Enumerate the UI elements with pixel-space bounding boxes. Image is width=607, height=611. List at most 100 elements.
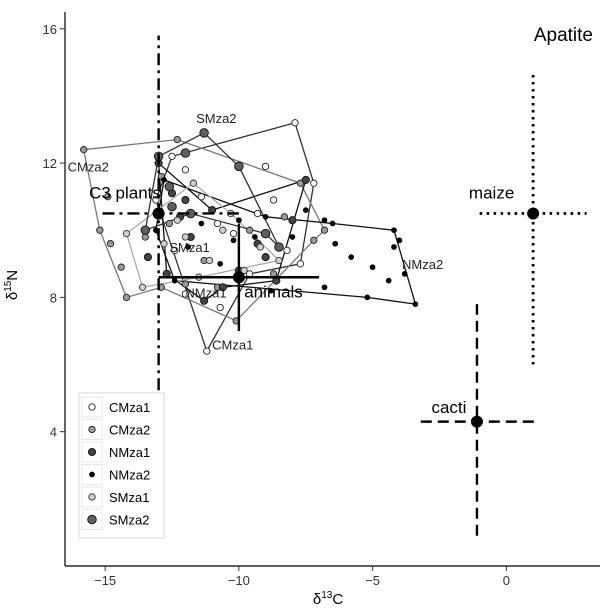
point-NMza2: [171, 277, 178, 284]
point-CMza1: [171, 246, 179, 255]
point-CMza2: [104, 193, 112, 201]
legend-label-SMza2: SMza2: [109, 513, 149, 528]
group-label-CMza2: CMza2: [68, 159, 109, 174]
source-mean-C3 plants: [152, 207, 165, 220]
point-CMza1: [213, 219, 222, 228]
point-NMza2: [329, 220, 336, 227]
y-tick-label: 16: [43, 22, 57, 37]
point-NMza2: [332, 240, 339, 247]
legend-key-CMza1: [88, 403, 96, 411]
legend-label-NMza1: NMza1: [109, 445, 150, 460]
legend-label-CMza1: CMza1: [109, 400, 150, 415]
point-NMza2: [412, 301, 419, 307]
group-labels: CMza2 SMza2 SMza1 NMza1 NMza2 CMza1: [68, 111, 444, 353]
legend-key-NMza1: [87, 447, 97, 457]
point-CMza1: [229, 229, 238, 238]
data-points: [80, 119, 419, 355]
source-label-cacti: cacti: [431, 398, 466, 417]
legend-label-SMza1: SMza1: [109, 490, 149, 505]
point-CMza2: [165, 219, 173, 228]
point-CMza2: [280, 213, 289, 221]
point-CMza1: [181, 166, 190, 174]
point-NMza1: [288, 216, 297, 225]
group-label-NMza2: NMza2: [402, 257, 443, 272]
y-tick-label: 12: [43, 156, 57, 171]
point-SMza2: [260, 228, 271, 239]
x-tick-label: −15: [94, 573, 116, 588]
point-NMza2: [348, 254, 355, 260]
group-label-SMza1: SMza1: [169, 240, 209, 255]
y-tick-label: 4: [50, 425, 57, 440]
x-tick-label: −10: [228, 573, 250, 588]
point-CMza2: [181, 280, 190, 288]
point-NMza2: [217, 260, 224, 267]
point-SMza1: [189, 179, 198, 187]
source-label-C3 plants: C3 plants: [89, 183, 161, 202]
point-NMza2: [385, 277, 392, 284]
point-NMza2: [369, 264, 376, 271]
point-NMza1: [143, 253, 152, 262]
point-NMza1: [200, 296, 209, 305]
point-NMza2: [391, 244, 397, 250]
point-NMza2: [268, 287, 274, 294]
legend-key-SMza1: [88, 493, 96, 501]
point-SMza2: [274, 242, 284, 252]
point-CMza2: [117, 263, 125, 271]
point-NMza1: [181, 195, 190, 205]
x-tick-label: −5: [365, 573, 380, 588]
group-label-CMza1: CMza1: [212, 337, 253, 352]
point-CMza2: [96, 226, 104, 234]
point-CMza2: [173, 135, 181, 144]
point-SMza2: [199, 128, 209, 138]
point-CMza1: [261, 162, 270, 171]
point-NMza2: [401, 271, 408, 277]
point-SMza1: [181, 233, 190, 241]
point-SMza1: [160, 240, 168, 248]
point-CMza1: [291, 119, 299, 127]
legend: CMza1 CMza2 NMza1 NMza2 SMza1 SMza2: [78, 392, 165, 539]
point-NMza2: [321, 217, 328, 224]
point-NMza2: [391, 227, 397, 234]
point-NMza2: [161, 177, 167, 183]
source-crosshairs: C3 plants maize animals cacti: [89, 35, 587, 536]
source-mean-cacti: [470, 415, 483, 428]
x-axis-title: δ13C: [313, 590, 343, 608]
point-CMza2: [122, 293, 131, 302]
hull-SMza2: [144, 132, 280, 248]
point-CMza1: [168, 152, 176, 161]
point-NMza2: [198, 220, 205, 227]
y-axis-title: δ15N: [3, 270, 21, 300]
point-CMza2: [106, 240, 115, 248]
point-SMza1: [256, 243, 264, 251]
legend-label-NMza2: NMza2: [109, 468, 150, 483]
x-tick-label: 0: [503, 573, 510, 588]
point-SMza2: [234, 161, 244, 172]
point-SMza1: [138, 283, 147, 291]
point-CMza1: [181, 290, 190, 298]
point-SMza2: [180, 148, 191, 158]
point-NMza2: [321, 284, 328, 291]
point-SMza1: [275, 256, 283, 265]
point-CMza1: [197, 193, 206, 201]
point-CMza1: [296, 260, 305, 268]
legend-key-SMza2: [87, 514, 97, 525]
legend-key-CMza2: [88, 425, 96, 434]
y-tick-label: 8: [50, 290, 57, 305]
point-NMza2: [289, 234, 296, 240]
point-SMza1: [240, 266, 248, 275]
point-NMza2: [185, 244, 191, 250]
point-SMza2: [164, 181, 175, 192]
point-SMza1: [122, 229, 131, 238]
point-CMza1: [216, 303, 224, 312]
point-SMza1: [219, 226, 227, 234]
point-SMza1: [205, 256, 214, 265]
source-label-maize: maize: [469, 183, 514, 202]
axes: −15 −10 −5 0 4 8 12 16: [43, 12, 600, 588]
point-NMza2: [236, 217, 242, 224]
point-NMza2: [252, 234, 258, 240]
point-NMza2: [396, 237, 403, 244]
point-NMza2: [230, 237, 237, 244]
legend-label-CMza2: CMza2: [109, 423, 150, 438]
point-CMza1: [253, 209, 262, 218]
